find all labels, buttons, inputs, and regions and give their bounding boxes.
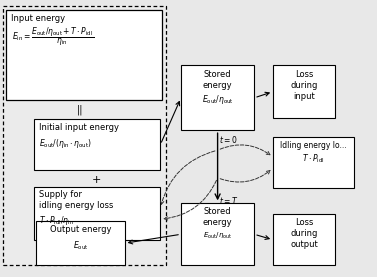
Text: input: input xyxy=(293,92,315,101)
Text: energy: energy xyxy=(203,219,233,227)
Text: $E_{\rm out}/\eta_{\rm out}$: $E_{\rm out}/\eta_{\rm out}$ xyxy=(203,231,232,241)
Text: $E_{\rm out}/(\eta_{\rm in} \cdot \eta_{\rm out})$: $E_{\rm out}/(\eta_{\rm in} \cdot \eta_{… xyxy=(39,137,92,150)
Text: $T \cdot P_{\rm idl}/\eta_{\rm in}$: $T \cdot P_{\rm idl}/\eta_{\rm in}$ xyxy=(39,214,74,227)
FancyBboxPatch shape xyxy=(6,10,162,100)
Text: during: during xyxy=(290,229,318,238)
Text: $E_{\rm out}/\eta_{\rm out}$: $E_{\rm out}/\eta_{\rm out}$ xyxy=(202,93,233,106)
Text: Input energy: Input energy xyxy=(11,14,65,23)
Text: ||: || xyxy=(76,104,83,115)
Text: Loss: Loss xyxy=(295,219,313,227)
FancyBboxPatch shape xyxy=(181,65,254,130)
Text: Stored: Stored xyxy=(204,207,231,216)
Text: +: + xyxy=(92,175,101,185)
FancyBboxPatch shape xyxy=(273,214,335,265)
Text: $E_{\rm in} = \dfrac{E_{\rm out}/\eta_{\rm out}+T \cdot P_{\rm idl}}{\eta_{\rm i: $E_{\rm in} = \dfrac{E_{\rm out}/\eta_{\… xyxy=(12,25,94,48)
Text: Stored: Stored xyxy=(204,70,231,79)
Text: Idling energy lo...: Idling energy lo... xyxy=(280,141,347,150)
FancyBboxPatch shape xyxy=(181,203,254,265)
Text: energy: energy xyxy=(203,81,233,90)
Text: Initial input energy: Initial input energy xyxy=(39,122,119,132)
FancyBboxPatch shape xyxy=(273,137,354,188)
Text: $E_{\rm out}$: $E_{\rm out}$ xyxy=(73,239,88,252)
FancyBboxPatch shape xyxy=(273,65,335,118)
FancyBboxPatch shape xyxy=(35,119,160,170)
Text: $T \cdot P_{\rm idl}$: $T \cdot P_{\rm idl}$ xyxy=(302,152,325,165)
FancyBboxPatch shape xyxy=(36,221,125,265)
FancyBboxPatch shape xyxy=(3,6,166,265)
Text: idling energy loss: idling energy loss xyxy=(39,201,113,210)
FancyBboxPatch shape xyxy=(35,187,160,240)
Text: Loss: Loss xyxy=(295,70,313,79)
Text: output: output xyxy=(290,240,318,250)
Text: during: during xyxy=(290,81,318,90)
Text: Output energy: Output energy xyxy=(50,225,111,234)
Text: $t=0$: $t=0$ xyxy=(219,134,238,145)
Text: Supply for: Supply for xyxy=(39,190,82,199)
Text: $t=T$: $t=T$ xyxy=(219,195,239,206)
